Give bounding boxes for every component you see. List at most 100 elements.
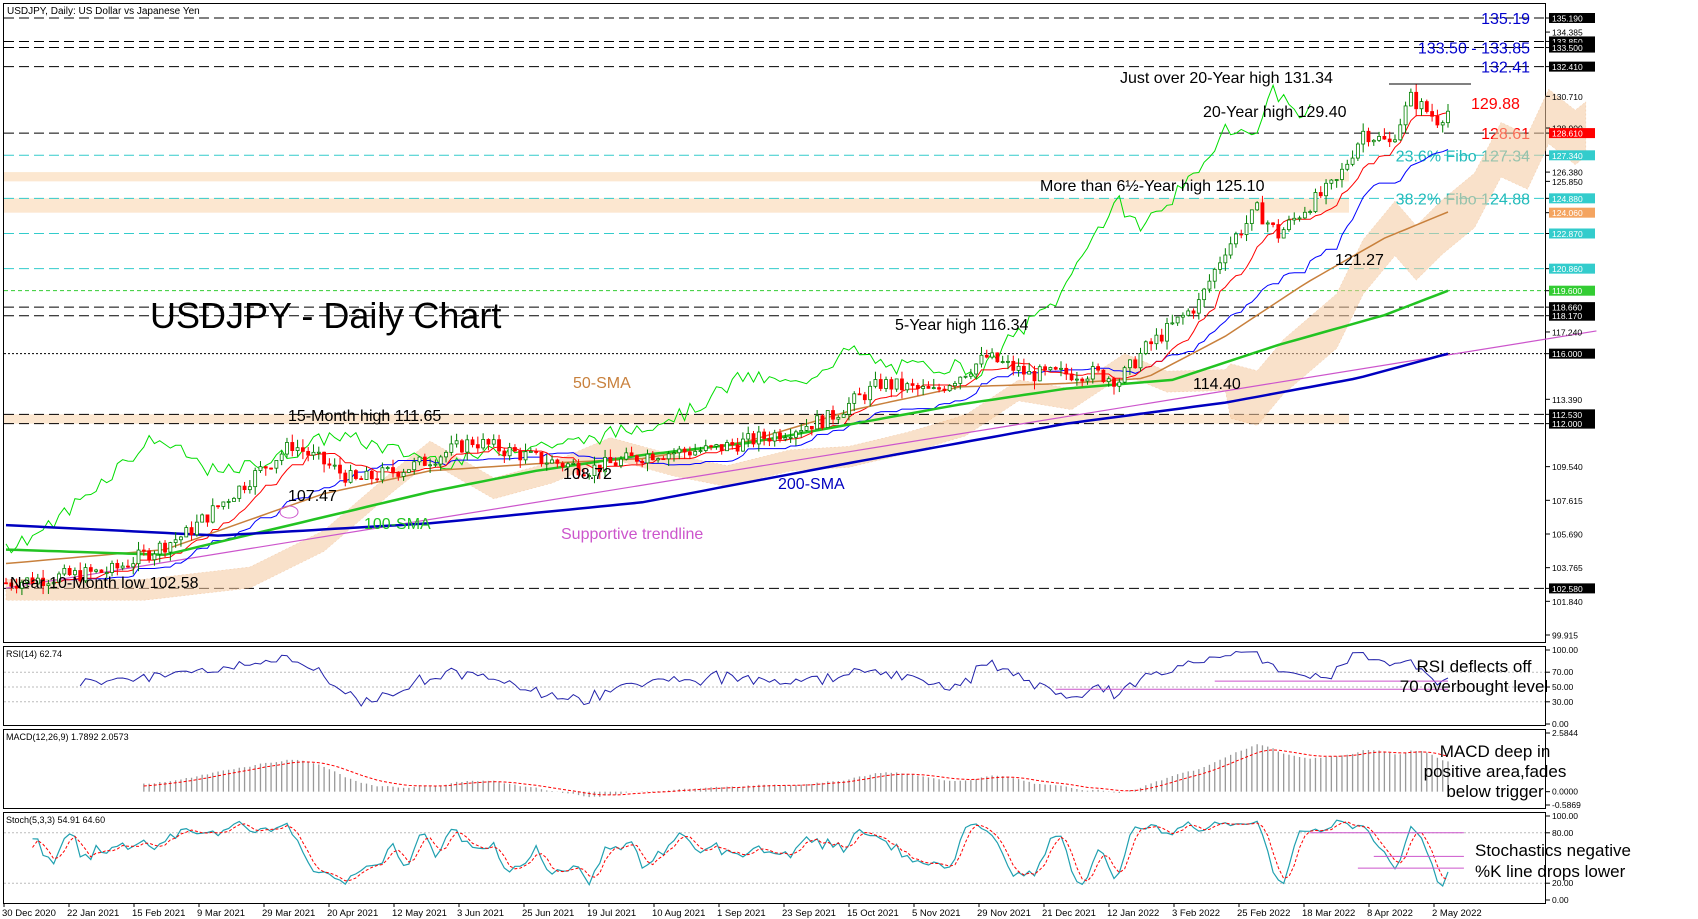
stoch-tick: 0.00 <box>1552 895 1569 905</box>
stoch-tick: 80.00 <box>1552 828 1574 838</box>
candle-body <box>661 458 666 461</box>
candle-body <box>1212 268 1217 282</box>
candle-body <box>78 570 83 582</box>
price-tick-label: 117.240 <box>1552 327 1582 337</box>
price-tick-label: 124.060 <box>1552 208 1583 218</box>
candle-body <box>550 459 554 464</box>
candle-body <box>592 464 597 476</box>
candle-body <box>120 565 125 569</box>
price-tick-label: 125.850 <box>1552 177 1583 187</box>
price-tick-label: 107.615 <box>1552 496 1583 506</box>
candle-body <box>194 521 199 536</box>
candle-body <box>1043 366 1047 371</box>
candle-body <box>369 470 374 480</box>
candle-body <box>1350 157 1355 165</box>
candle-body <box>14 585 19 589</box>
candle-body <box>433 463 438 466</box>
candle-body <box>528 451 533 453</box>
candle-body <box>1133 359 1138 369</box>
candle-body <box>831 410 835 420</box>
price-tick-bg <box>1549 13 1595 23</box>
candle-body <box>1218 262 1222 270</box>
candle-body <box>1037 366 1042 382</box>
candle-body <box>703 445 708 451</box>
candle-body <box>1281 229 1286 239</box>
level-label-2: 133.50 - 133.85 <box>1418 41 1530 58</box>
candle-body <box>1324 182 1328 197</box>
candle-body <box>560 462 565 468</box>
candle-body <box>1016 365 1021 371</box>
level-label-0: 135.19 <box>1481 11 1530 28</box>
candle-body <box>984 354 989 358</box>
candle-body <box>634 455 639 462</box>
candle-body <box>1355 143 1360 159</box>
candle-body <box>767 438 772 442</box>
date-tick-label: 10 Aug 2021 <box>652 908 705 919</box>
candle-body <box>470 439 475 446</box>
candle-body <box>571 463 576 465</box>
candle-body <box>1430 111 1434 117</box>
candle-body <box>900 378 904 391</box>
candle-body <box>375 478 380 481</box>
candle-body <box>67 568 72 576</box>
candle-body <box>1276 224 1281 239</box>
candle-body <box>1265 222 1270 225</box>
candle-body <box>396 472 401 477</box>
candle-body <box>30 577 35 585</box>
candle-body <box>157 542 162 555</box>
candle-body <box>1302 211 1307 219</box>
price-tick-label: 119.600 <box>1552 286 1582 296</box>
candle-body <box>353 470 358 479</box>
candle-body <box>73 570 77 576</box>
annotation-just-over-20-year-high: Just over 20-Year high 131.34 <box>1120 70 1333 87</box>
candle-body <box>1186 310 1191 316</box>
candle-body <box>873 379 878 387</box>
candle-body <box>990 352 994 358</box>
price-tick-label: 116.000 <box>1552 349 1582 359</box>
candle-body <box>915 385 920 389</box>
candle-body <box>1159 334 1164 342</box>
candle-body <box>857 393 862 396</box>
candle-body <box>449 443 454 453</box>
candle-body <box>1207 280 1212 290</box>
candle-body <box>995 352 1000 363</box>
candle-body <box>905 383 910 391</box>
candle-body <box>104 572 109 574</box>
candle-body <box>735 444 740 452</box>
chart-title: USDJPY - Daily Chart <box>150 295 501 336</box>
candle-body <box>412 461 417 471</box>
candle-body <box>1382 136 1387 140</box>
price-tick-bg <box>1549 228 1595 239</box>
stoch-note-line1: Stochastics negative <box>1475 841 1631 860</box>
candle-body <box>513 447 517 452</box>
candle-body <box>438 456 443 465</box>
candle-body <box>110 562 114 573</box>
candle-body <box>1175 316 1180 324</box>
candle-body <box>136 549 141 565</box>
candle-body <box>624 452 629 460</box>
candle-body <box>979 354 984 365</box>
rsi-panel-frame <box>3 646 1546 726</box>
candle-body <box>422 456 427 466</box>
panel-frames <box>3 3 1546 904</box>
window-title: USDJPY, Daily: US Dollar vs Japanese Yen <box>7 6 200 17</box>
macd-tick: 2.5844 <box>1552 728 1578 738</box>
candle-body <box>327 463 332 466</box>
candle-body <box>868 385 873 401</box>
candle-body <box>25 577 30 583</box>
candle-body <box>756 431 761 445</box>
candle-body <box>57 573 61 583</box>
candle-body <box>226 501 231 503</box>
candle-body <box>253 470 258 488</box>
candle-body <box>237 485 242 499</box>
candle-body <box>285 442 289 455</box>
macd-signal-line <box>143 749 1449 796</box>
candle-body <box>544 462 549 465</box>
price-tick-bg <box>1549 42 1595 53</box>
candle-body <box>1069 373 1074 381</box>
candle-body <box>1223 254 1228 264</box>
candle-body <box>1154 334 1159 345</box>
price-tick-label: 118.660 <box>1552 303 1582 313</box>
candle-body <box>751 433 756 445</box>
